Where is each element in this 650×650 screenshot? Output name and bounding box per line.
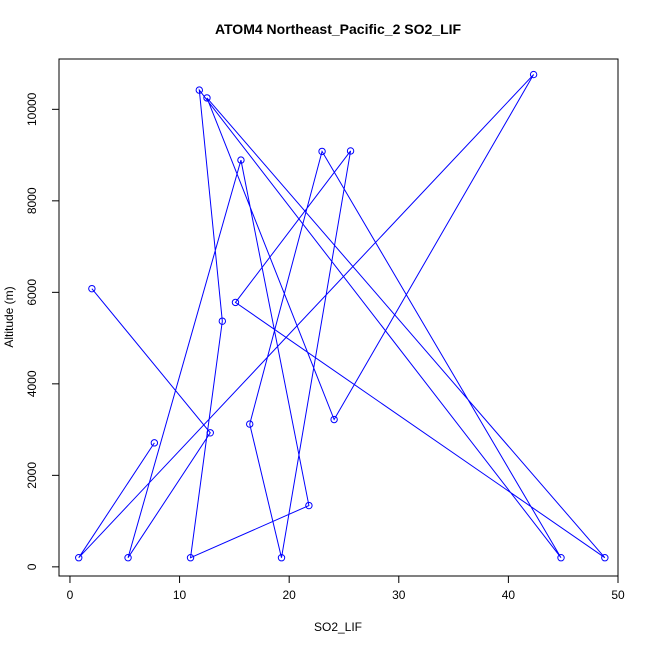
data-point: [346, 147, 355, 155]
data-point: [124, 553, 132, 562]
data-point: [318, 147, 326, 156]
data-point: [330, 415, 338, 424]
y-tick-label: 8000: [25, 187, 39, 214]
data-point: [529, 70, 538, 79]
plot-frame: [58, 58, 619, 577]
x-tick-label: 40: [502, 588, 516, 602]
y-axis-label: Altitude (m): [2, 286, 16, 347]
x-tick-label: 50: [611, 588, 625, 602]
y-tick-label: 0: [25, 563, 39, 570]
y-tick-label: 6000: [25, 279, 39, 306]
x-tick-label: 20: [282, 588, 296, 602]
x-axis: 0 10 20 30 40 50: [67, 576, 625, 602]
data-point: [88, 284, 96, 293]
y-tick-label: 4000: [25, 370, 39, 397]
x-tick-label: 10: [173, 588, 187, 602]
chart-title: ATOM4 Northeast_Pacific_2 SO2_LIF: [215, 21, 462, 37]
data-point: [206, 429, 214, 437]
data-point: [305, 501, 313, 510]
y-tick-label: 10000: [25, 92, 39, 126]
x-axis-label: SO2_LIF: [314, 620, 362, 634]
data-point: [203, 94, 211, 102]
data-point: [218, 317, 227, 325]
data-point: [150, 439, 159, 447]
data-point: [195, 86, 203, 94]
data-point: [231, 298, 240, 307]
data-point: [601, 553, 609, 562]
y-axis: 0 2000 4000 6000 8000 10000: [25, 92, 59, 570]
series-layer: [75, 70, 609, 562]
x-tick-label: 30: [392, 588, 406, 602]
data-point: [277, 553, 286, 562]
data-point: [237, 156, 245, 164]
x-tick-label: 0: [67, 588, 74, 602]
data-point: [557, 553, 565, 562]
data-point: [246, 420, 254, 428]
y-tick-label: 2000: [25, 462, 39, 489]
data-point: [75, 553, 83, 562]
data-point: [186, 553, 195, 562]
series-line: [78, 74, 606, 559]
